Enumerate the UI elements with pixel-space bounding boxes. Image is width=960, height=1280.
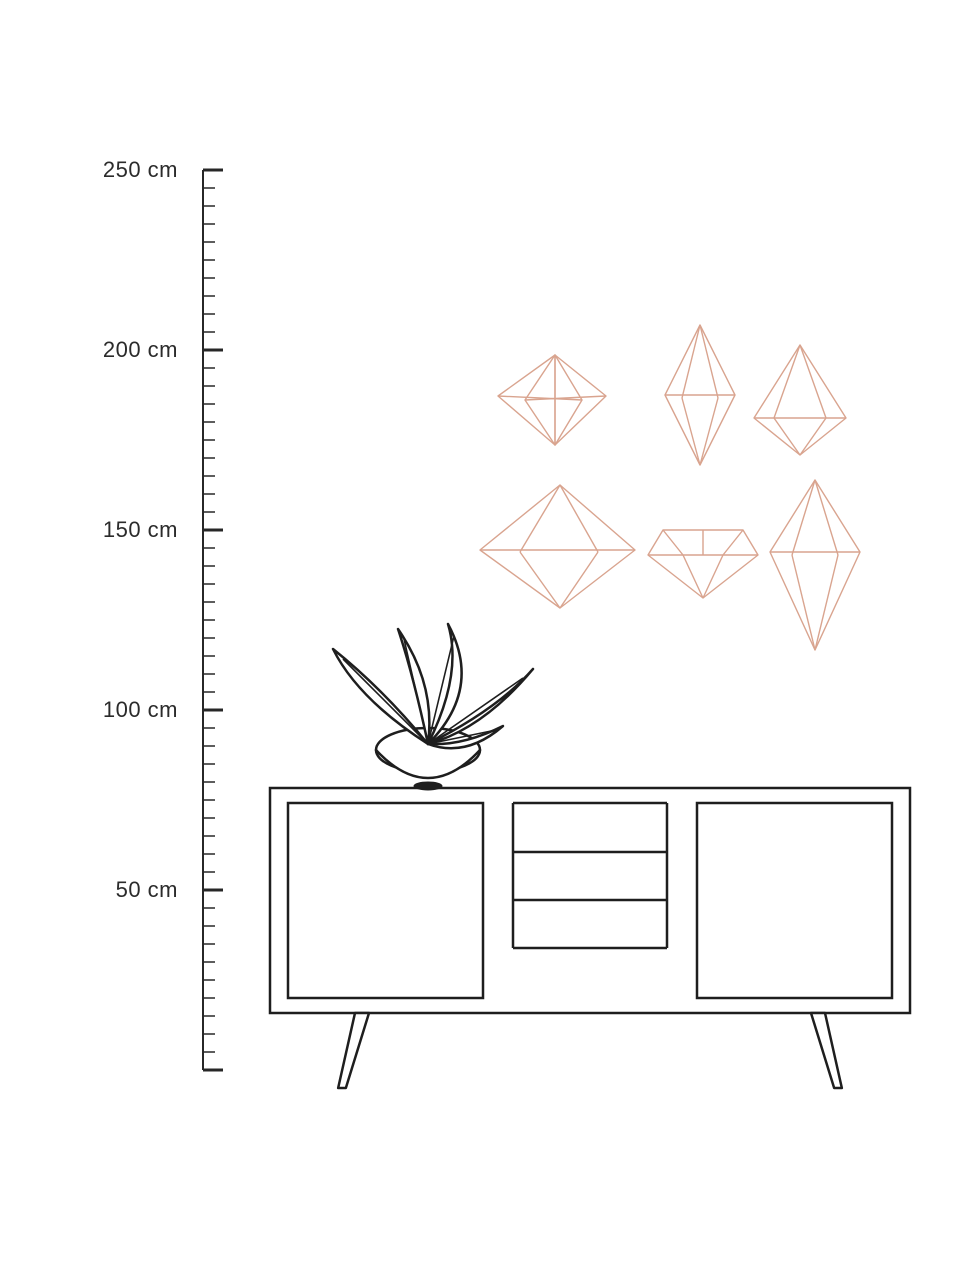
- ruler-label: 150 cm: [0, 517, 178, 543]
- size-diagram: 250 cm 200 cm 150 cm 100 cm 50 cm: [0, 0, 960, 1280]
- ruler-label: 50 cm: [0, 877, 178, 903]
- ruler-label: 100 cm: [0, 697, 178, 723]
- diagram-svg: [0, 0, 960, 1280]
- ruler-label: 250 cm: [0, 157, 178, 183]
- ruler-label: 200 cm: [0, 337, 178, 363]
